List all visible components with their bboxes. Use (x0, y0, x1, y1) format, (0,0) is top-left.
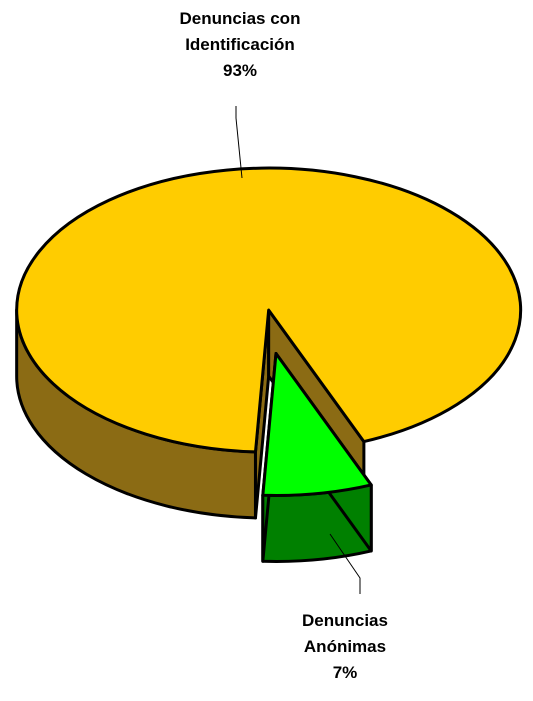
slice-percent-identificacion: 93% (222, 61, 258, 80)
slice-label-identificacion-line-2: Identificación (185, 35, 295, 54)
slice-label-anonimas-line-1: Denuncias (302, 611, 388, 630)
slice-label-identificacion: Denuncias con Identificación 93% (120, 6, 360, 84)
slice-label-anonimas-line-2: Anónimas (303, 637, 387, 656)
slice-identificacion-top (15, 166, 523, 454)
slices-layer (15, 166, 523, 563)
slice-percent-anonimas: 7% (332, 663, 358, 682)
leader-line-identificacion (235, 106, 243, 179)
slice-anonimas (261, 351, 373, 563)
slice-anonimas-top (261, 351, 373, 497)
leader-line-anonimas (329, 533, 361, 594)
leader-lines (235, 106, 361, 594)
slice-label-identificacion-line-1: Denuncias con (179, 9, 301, 28)
slice-label-anonimas: Denuncias Anónimas 7% (265, 608, 425, 686)
